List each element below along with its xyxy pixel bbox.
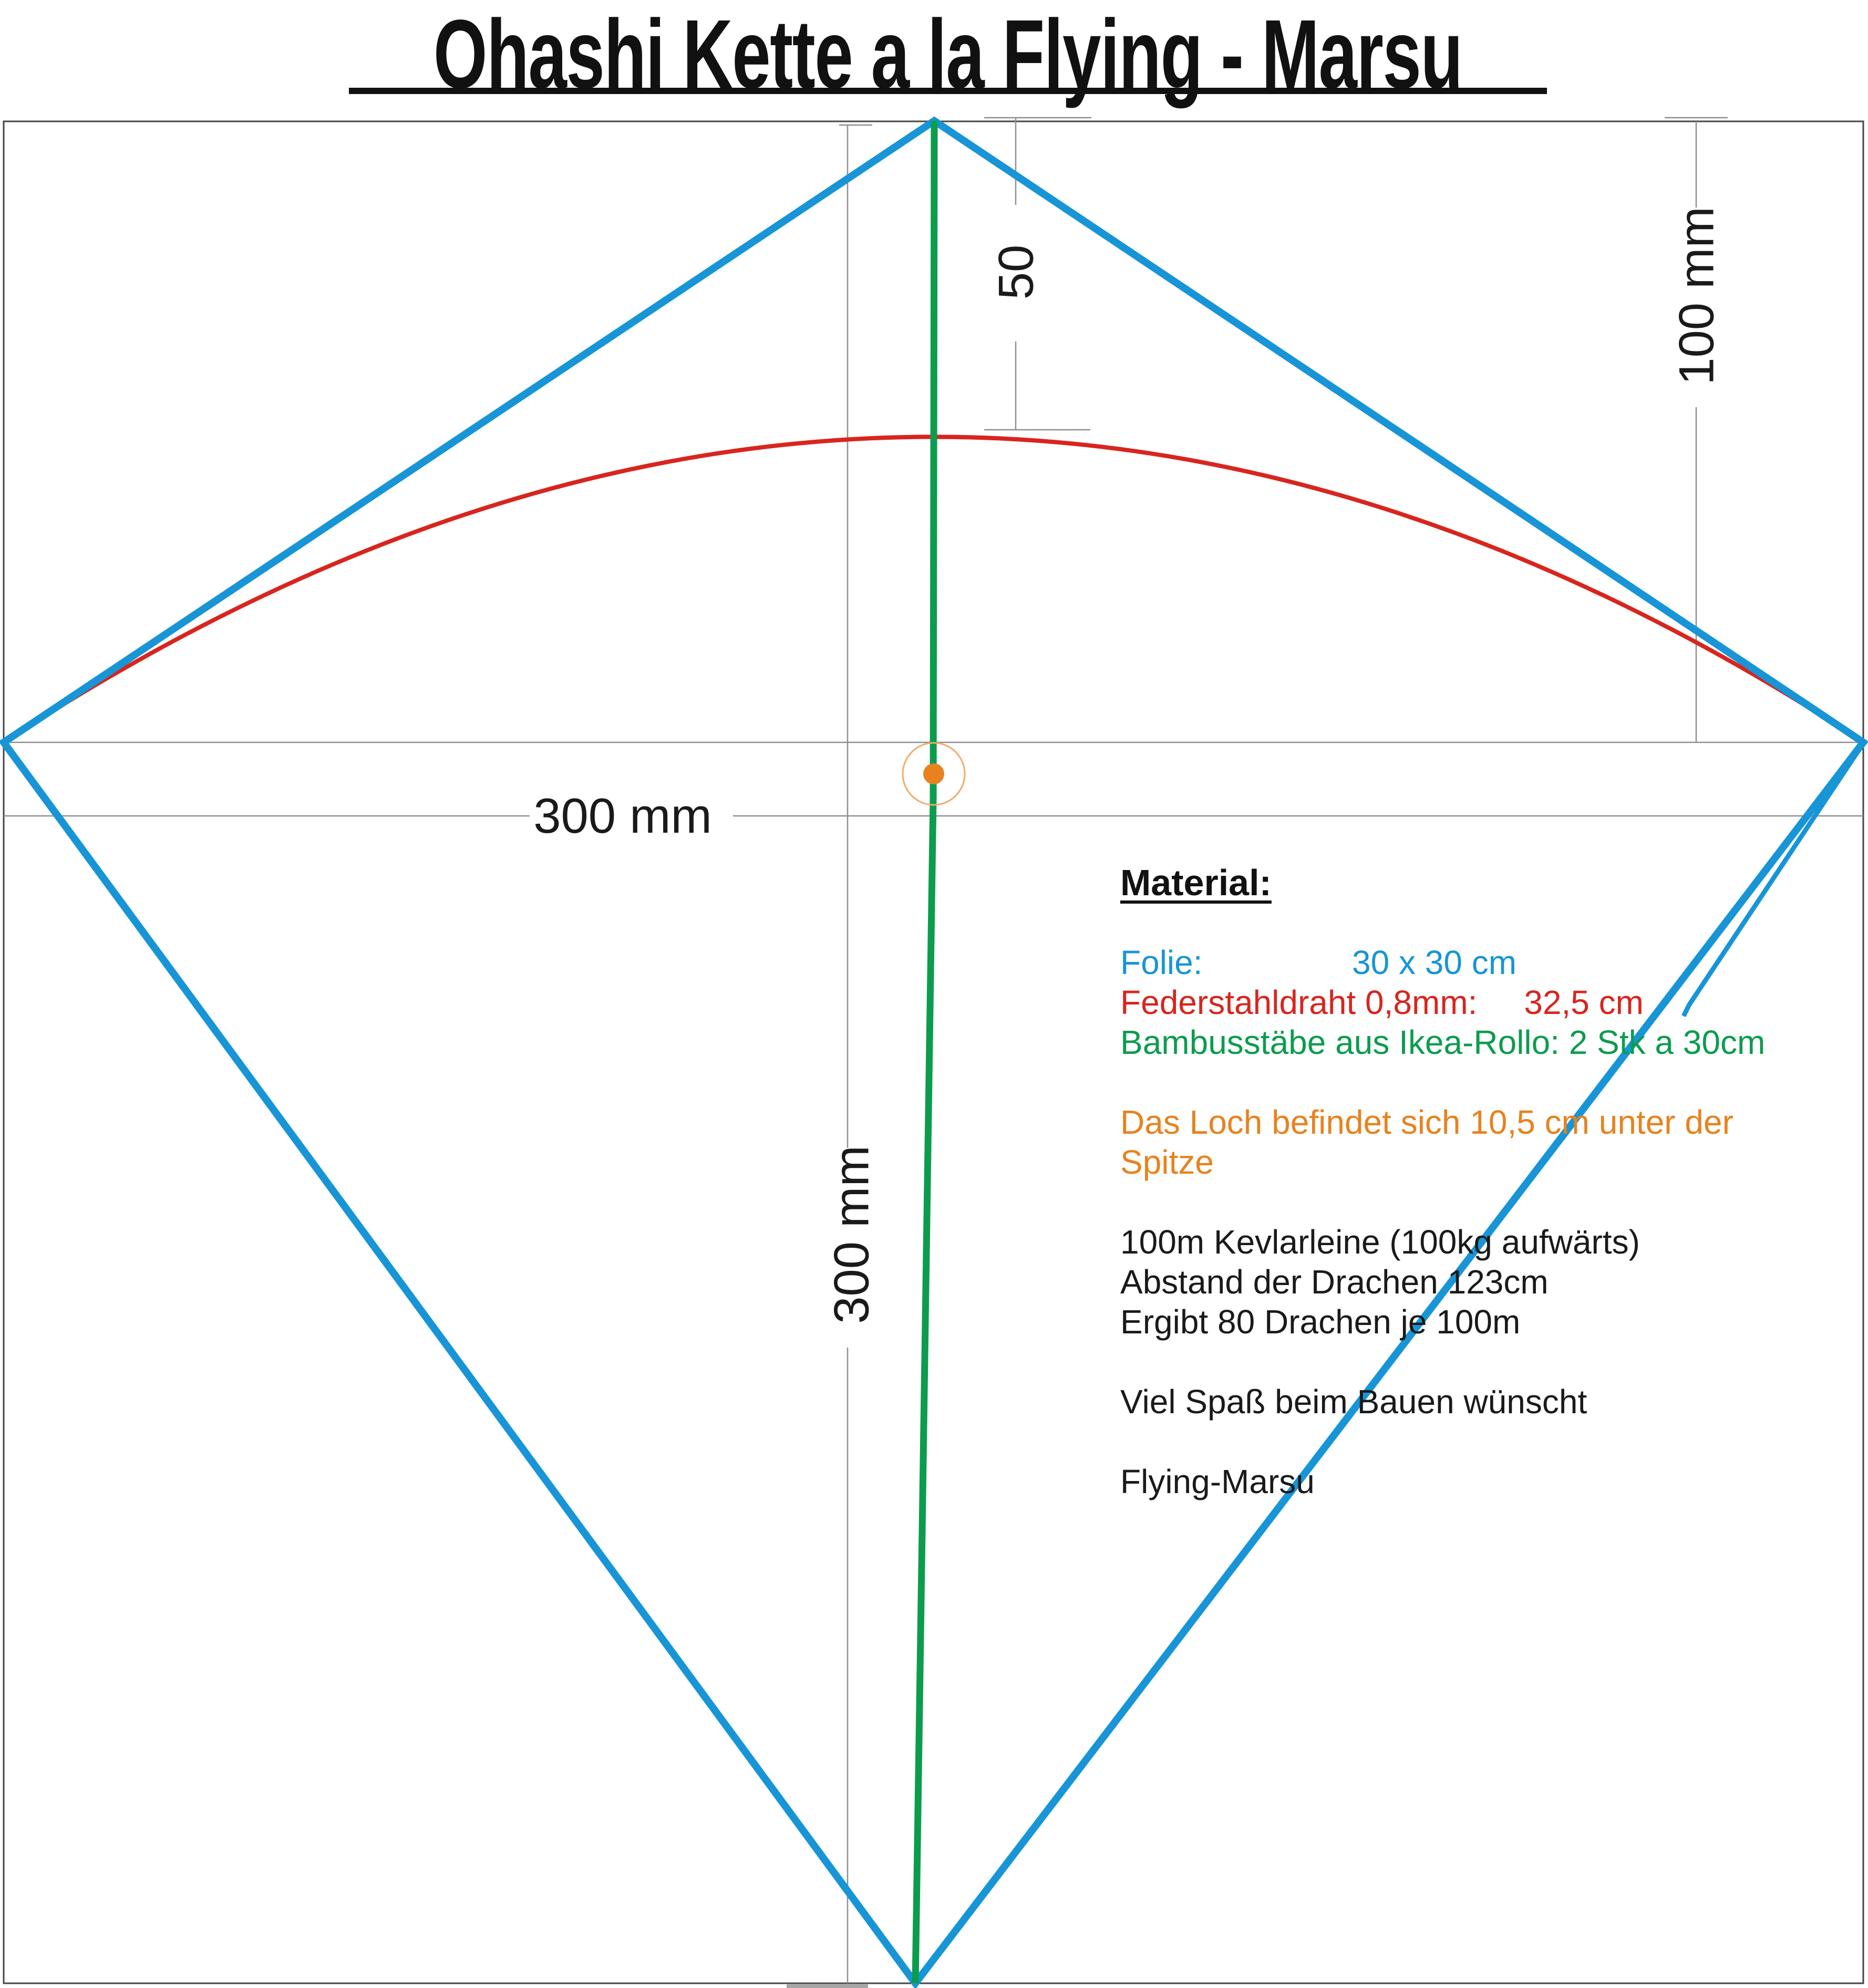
material-line-hole-note-2: Spitze [1120,1143,1214,1181]
material-line [1120,1422,1765,1462]
material-line-signature: Flying-Marsu [1120,1463,1315,1500]
material-line-bamboo: Bambusstäbe aus Ikea-Rollo: 2 Stk a 30cm [1120,1023,1766,1061]
bow-depth-dimension-label: 50 [988,245,1044,300]
material-line-foil: Folie: 30 x 30 cm [1120,944,1517,981]
material-line [1120,1062,1765,1102]
nose-height-dimension-label: 100 mm [1669,206,1724,385]
material-line-hole-note-1: Das Loch befindet sich 10,5 cm unter der [1120,1103,1733,1141]
hole-ring [902,742,966,806]
material-line-wire: Federstahldraht 0,8mm: 32,5 cm [1120,983,1644,1021]
material-line [1120,1342,1765,1382]
material-line [1120,903,1765,943]
material-line-count: Ergibt 80 Drachen je 100m [1120,1303,1521,1341]
bow-depth-dimension [984,117,1091,431]
scrollbar-artifact [787,1984,868,1988]
height-dimension-label: 300 mm [824,1145,879,1324]
material-line [1120,1182,1765,1222]
width-dimension-label: 300 mm [533,788,712,843]
material-line-kevlar: 100m Kevlarleine (100kg aufwärts) [1120,1223,1640,1261]
material-block: Material: Folie: 30 x 30 cm Federstahldr… [1120,863,1765,1502]
height-dimension-line [839,124,872,1983]
spine-line [912,120,938,1984]
material-line-greeting: Viel Spaß beim Bauen wünscht [1120,1383,1587,1421]
foil-leader-line [1681,742,1865,1018]
hole-dot [923,763,944,784]
material-line-spacing: Abstand der Drachen 123cm [1120,1263,1549,1301]
title-underline [348,88,1547,94]
nose-height-dimension [1665,117,1728,742]
material-heading: Material: [1120,862,1272,903]
